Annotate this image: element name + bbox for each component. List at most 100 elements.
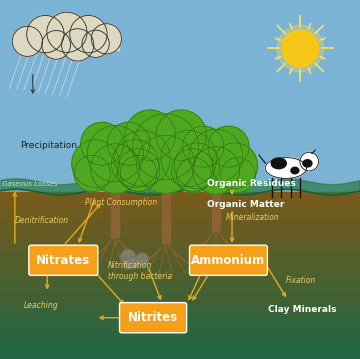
Bar <box>0 260 360 261</box>
Bar <box>0 221 360 222</box>
Bar <box>0 309 360 310</box>
Bar <box>0 204 360 205</box>
Bar <box>0 337 360 338</box>
Circle shape <box>221 158 255 192</box>
Circle shape <box>161 131 217 186</box>
Bar <box>0 249 360 250</box>
Bar <box>0 206 360 207</box>
Circle shape <box>136 135 195 194</box>
Bar <box>0 327 360 328</box>
Bar <box>0 341 360 342</box>
Bar <box>0 282 360 283</box>
Bar <box>162 189 170 243</box>
Circle shape <box>176 158 211 192</box>
Bar <box>0 200 360 201</box>
Bar <box>0 264 360 265</box>
Bar <box>0 202 360 203</box>
Bar <box>0 225 360 226</box>
Bar <box>0 284 360 285</box>
Bar <box>0 331 360 332</box>
Circle shape <box>12 26 42 56</box>
Text: Nitrification
through bacteria: Nitrification through bacteria <box>108 261 172 281</box>
Bar <box>0 294 360 295</box>
Bar <box>0 305 360 306</box>
Bar <box>0 340 360 341</box>
Bar <box>0 291 360 292</box>
Bar <box>0 236 360 237</box>
Bar <box>0 353 360 354</box>
Bar <box>0 231 360 232</box>
Bar <box>0 199 360 200</box>
Bar <box>0 238 360 239</box>
Circle shape <box>123 261 132 269</box>
Circle shape <box>47 12 87 52</box>
FancyBboxPatch shape <box>29 245 98 275</box>
Bar <box>0 316 360 317</box>
Bar <box>0 192 360 193</box>
Bar <box>0 273 360 274</box>
Circle shape <box>87 126 143 182</box>
Bar <box>0 241 360 242</box>
Circle shape <box>208 126 249 167</box>
Bar <box>0 325 360 326</box>
FancyBboxPatch shape <box>189 245 267 275</box>
Text: Clay Minerals: Clay Minerals <box>268 305 337 314</box>
Bar <box>0 201 360 202</box>
Circle shape <box>128 257 139 268</box>
Bar <box>0 197 360 198</box>
Bar <box>0 194 360 195</box>
Bar <box>0 256 360 257</box>
Bar <box>0 195 360 196</box>
Bar <box>0 255 360 256</box>
Circle shape <box>107 122 150 165</box>
Bar <box>0 302 360 303</box>
Bar <box>0 339 360 340</box>
Bar <box>0 265 360 266</box>
Circle shape <box>81 122 123 165</box>
Text: Precipitation: Precipitation <box>20 141 77 150</box>
Bar <box>0 285 360 286</box>
Bar <box>0 196 360 197</box>
Bar <box>0 232 360 233</box>
Bar <box>0 297 360 298</box>
Circle shape <box>27 15 64 53</box>
Bar <box>0 286 360 287</box>
Bar <box>0 234 360 235</box>
Circle shape <box>136 253 148 265</box>
Bar <box>0 318 360 319</box>
Circle shape <box>42 31 71 59</box>
Bar <box>0 244 360 245</box>
Circle shape <box>300 152 319 171</box>
Circle shape <box>174 143 220 188</box>
Bar <box>0 217 360 218</box>
Bar <box>0 332 360 333</box>
Bar <box>0 346 360 347</box>
Bar <box>0 240 360 241</box>
Bar <box>0 335 360 336</box>
Circle shape <box>183 126 224 167</box>
Circle shape <box>171 149 214 191</box>
Bar <box>0 319 360 320</box>
Bar <box>0 247 360 248</box>
Bar <box>0 207 360 208</box>
Bar <box>0 219 360 220</box>
Bar <box>0 275 360 276</box>
Ellipse shape <box>303 160 312 167</box>
Bar <box>0 235 360 236</box>
Bar <box>0 214 360 215</box>
Circle shape <box>212 143 258 188</box>
Bar <box>0 227 360 228</box>
Bar <box>0 237 360 238</box>
Bar <box>0 351 360 352</box>
Bar <box>0 228 360 229</box>
Bar <box>0 334 360 335</box>
Bar <box>0 287 360 288</box>
Bar <box>0 223 360 224</box>
Circle shape <box>70 15 107 53</box>
Circle shape <box>117 149 160 191</box>
Circle shape <box>74 155 111 192</box>
Text: Fixation: Fixation <box>286 276 316 285</box>
Bar <box>0 257 360 258</box>
Bar <box>0 233 360 234</box>
Bar <box>0 263 360 264</box>
